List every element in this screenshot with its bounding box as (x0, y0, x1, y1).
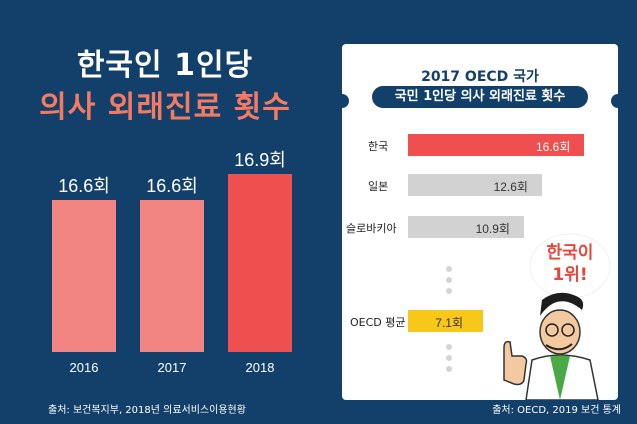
doctor-face (539, 309, 581, 355)
hbar-2 (408, 216, 524, 238)
thumbs-up-hand (503, 340, 528, 386)
bar-value-label: 16.6회 (58, 176, 110, 196)
hbar-1 (408, 174, 542, 196)
category-label: 2016 (70, 360, 99, 375)
bar-value-label: 16.9회 (234, 150, 286, 170)
card-notch-right (611, 94, 625, 108)
card-title: 2017 OECD 국가 (421, 69, 539, 85)
doctor-hair (540, 292, 584, 316)
left-title-line1: 한국인 1인당 (76, 48, 254, 83)
row-label: 슬로바키아 (346, 222, 397, 235)
bar-2016 (52, 200, 116, 352)
hbar-value: 10.9회 (475, 222, 510, 236)
hbar-value: 16.6회 (536, 140, 571, 154)
source-right: 출처: OECD, 2019 보건 통계 (492, 405, 621, 416)
row-label: OECD 평균 (350, 316, 406, 329)
row-label: 일본 (368, 180, 389, 193)
hbar-value: 12.6회 (493, 180, 528, 194)
card-notch-left (335, 94, 349, 108)
hbar-3 (408, 310, 484, 332)
bar-value-label: 16.6회 (146, 176, 198, 196)
ellipsis-dots-upper (446, 266, 452, 299)
hbar-value: 7.1회 (435, 316, 463, 330)
korea-yearly-bar-chart: 16.6회 2016 16.6회 2017 16.9회 2018 (52, 150, 292, 375)
callout-text: 한국이 1위! (546, 243, 594, 285)
source-left: 출처: 보건복지부, 2018년 의료서비스이용현황 (48, 405, 246, 416)
ellipsis-dots-lower (446, 344, 452, 377)
doctor-shirt (550, 356, 570, 400)
card-subtitle-pill: 국민 1인당 의사 외래진료 횟수 (372, 86, 588, 108)
hbar-0 (408, 134, 584, 156)
category-label: 2018 (246, 360, 275, 375)
category-label: 2017 (158, 360, 187, 375)
doctor-illustration (503, 233, 611, 400)
row-label: 한국 (368, 140, 389, 153)
left-title-line2: 의사 외래진료 횟수 (39, 90, 291, 125)
bar-2018 (228, 174, 292, 352)
bar-2017 (140, 200, 204, 352)
